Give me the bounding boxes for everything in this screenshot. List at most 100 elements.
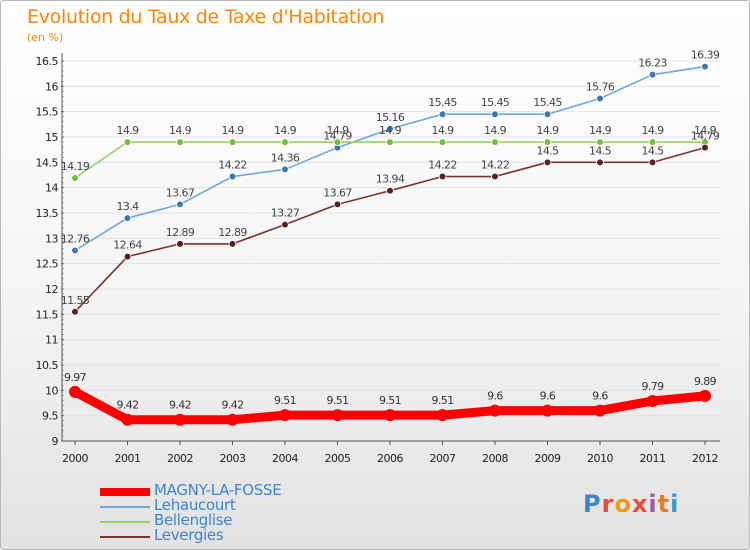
data-point [701,62,709,71]
x-tick-label: 2008 [482,452,508,465]
data-point [438,172,447,181]
x-tick-label: 2005 [325,452,351,465]
data-label: 16.39 [691,49,720,62]
data-label: 14.9 [484,124,507,137]
data-point [176,200,184,209]
legend-label: MAGNY-LA-FOSSE [154,481,282,499]
data-label: 12.89 [166,226,195,239]
data-label: 13.67 [323,186,352,199]
data-point [386,186,394,195]
data-label: 13.94 [376,173,405,186]
data-label: 14.9 [431,124,454,137]
y-tick-label: 13 [45,232,58,245]
y-tick-label: 16 [45,80,58,93]
chart-unit: (en %) [27,31,64,44]
data-point [333,138,342,146]
legend-swatch [100,536,150,538]
x-tick-label: 2002 [167,452,193,465]
y-tick-label: 15.5 [36,106,59,119]
x-tick-label: 2006 [377,452,403,465]
y-tick-label: 10.5 [36,359,59,372]
data-point [386,125,394,133]
data-point [281,165,289,174]
data-point [596,94,604,103]
data-point [596,138,604,146]
data-point [543,110,552,118]
data-point [491,110,499,118]
legend-swatch [100,506,150,508]
data-point [491,172,499,181]
data-point [648,158,657,167]
data-label: 14.9 [326,124,349,137]
data-point [384,409,396,422]
data-label: 13.4 [116,200,139,213]
data-label: 9.97 [64,371,87,384]
data-label: 14.36 [271,151,300,164]
y-tick-label: 11.5 [36,308,59,321]
data-label: 16.23 [638,57,667,70]
data-point [69,385,81,398]
data-point [646,394,659,407]
data-point [174,413,186,426]
proxiti-logo: Proxiti [583,490,679,518]
logo-letter: i [670,490,680,518]
data-label: 14.22 [428,159,457,172]
data-point [228,138,237,146]
data-label: 14.5 [641,144,664,157]
data-label: 11.55 [61,294,90,307]
data-point [279,409,291,422]
data-label: 9.42 [116,399,138,412]
data-point [71,246,79,255]
data-point [596,158,604,167]
data-point [541,404,554,417]
data-label: 9.6 [487,390,503,403]
data-label: 14.9 [116,124,139,137]
data-label: 9.51 [326,394,348,407]
legend-label: Levergies [154,526,224,544]
series-line-lehaucourt [74,65,706,252]
data-point [333,200,342,209]
data-label: 14.5 [536,144,559,157]
data-label: 14.22 [218,159,247,172]
data-label: 9.42 [169,399,191,412]
data-point [438,138,447,146]
x-tick-label: 2010 [587,452,613,465]
y-tick-label: 11 [45,334,58,347]
data-label: 15.45 [533,96,562,109]
data-label: 13.27 [271,207,300,220]
data-label: 9.51 [431,394,453,407]
data-point [281,138,289,146]
x-tick-label: 2007 [430,452,456,465]
data-point [228,240,237,248]
data-label: 14.5 [589,144,612,157]
data-label: 9.51 [379,394,401,407]
data-label: 9.6 [592,390,608,403]
data-label: 14.9 [221,124,244,137]
data-label: 13.67 [166,186,195,199]
data-point [489,404,501,417]
data-point [543,158,552,167]
data-point [176,240,184,248]
data-point [438,110,447,118]
data-label: 15.76 [586,80,615,93]
y-tick-label: 14.5 [36,156,59,169]
data-point [123,138,132,146]
y-tick-label: 12 [45,283,58,296]
data-label: 12.64 [113,239,142,252]
data-label: 14.9 [641,124,664,137]
data-point [436,409,449,422]
data-point [281,220,289,229]
data-point [491,138,499,146]
data-label: 15.16 [376,111,405,124]
data-point [176,138,184,146]
data-point [123,214,132,222]
data-label: 14.9 [379,124,402,137]
data-label: 14.9 [694,124,717,137]
data-point [331,409,344,422]
x-tick-label: 2000 [62,452,88,465]
data-point [121,413,134,426]
data-point [543,138,552,146]
logo-letter: t [657,490,671,518]
legend-swatch [100,521,150,523]
